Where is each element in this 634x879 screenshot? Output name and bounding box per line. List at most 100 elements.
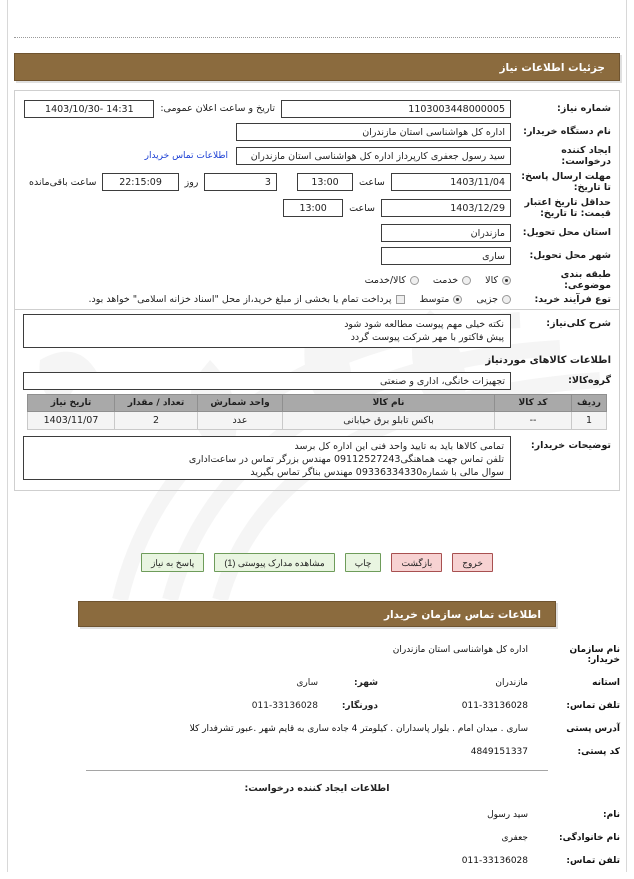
contact-city-label: شهر: <box>354 678 378 688</box>
row-goods-group: گروه‌کالا: تجهیزات خانگی، اداری و صنعتی <box>23 371 611 390</box>
buyer-org-value: اداره کل هواشناسی استان مازندران <box>236 122 511 141</box>
process-option-jozei[interactable]: جزیی <box>476 294 511 305</box>
announce-datetime-value: 14:31 -1403/10/30 <box>24 99 155 118</box>
contact-postal-code-label: کد پستی: <box>577 747 620 757</box>
category-option-kala-khedmat-label: کالا/خدمت <box>364 274 406 286</box>
contact-city-value: ساری <box>296 678 318 688</box>
category-option-kala-khedmat[interactable]: کالا/خدمت <box>365 275 419 286</box>
requester-info-title: اطلاعات ایجاد کننده درخواست: <box>244 783 390 794</box>
buyer-contact-header: اطلاعات تماس سازمان خریدار <box>78 601 556 627</box>
goods-col-unit: واحد شمارش <box>197 394 283 412</box>
contact-org-name-value: اداره کل هواشناسی استان مازندران <box>392 645 528 655</box>
contact-address-value: ساری . میدان امام . بلوار پاسداران . کیل… <box>189 724 528 734</box>
contact-row-phone-fax: تلفن تماس: 011-33136028 دورنگار: 011-331… <box>14 701 620 711</box>
goods-cell-unit: عدد <box>197 411 283 430</box>
goods-table-header-row: ردیف کد کالا نام کالا واحد شمارش تعداد /… <box>27 394 607 412</box>
buyer-contact-link[interactable]: اطلاعات تماس خریدار <box>144 151 228 161</box>
radio-icon-khedmat[interactable] <box>462 275 472 285</box>
process-option-jozei-label: جزیی <box>476 294 498 305</box>
requester-first-name-label: نام: <box>603 810 620 820</box>
back-button[interactable]: بازگشت <box>391 553 443 572</box>
goods-cell-quantity: 2 <box>114 411 198 430</box>
radio-icon-kala-khedmat[interactable] <box>409 275 419 285</box>
exit-button[interactable]: خروج <box>452 553 493 572</box>
print-button[interactable]: چاپ <box>344 553 382 572</box>
delivery-province-value: مازندران <box>381 223 511 242</box>
need-summary-line-2: پیش فاکتور با مهر شرکت پیوست گردد <box>350 332 504 343</box>
checkbox-icon-treasury-bond[interactable] <box>396 295 406 304</box>
goods-group-value: تجهیزات خانگی، اداری و صنعتی <box>23 371 511 390</box>
radio-icon-motavaset[interactable] <box>453 295 463 304</box>
treasury-bond-checkbox-group[interactable]: پرداخت تمام یا بخشی از مبلغ خرید،از محل … <box>89 294 406 305</box>
buyer-contact-section: نام سازمان خریدار: اداره کل هواشناسی است… <box>14 645 620 879</box>
page-dotted-divider <box>14 37 620 38</box>
goods-col-need-date: تاریخ نیاز <box>27 394 115 412</box>
requester-last-name-label: نام خانوادگی: <box>558 833 620 843</box>
goods-cell-code: -- <box>494 411 572 430</box>
need-number-label: شماره نیاز: <box>557 103 611 114</box>
category-option-kala-label: کالا <box>485 274 498 286</box>
respond-to-need-button[interactable]: پاسخ به نیاز <box>141 553 205 572</box>
creator-value: سید رسول جعفری کارپرداز اداره کل هواشناس… <box>236 147 511 165</box>
buyer-notes-line-2: تلفن تماس جهت هماهنگی09112527243 مهندس ب… <box>188 454 504 465</box>
delivery-city-label: شهر محل تحویل: <box>529 250 611 261</box>
category-option-kala[interactable]: کالا <box>485 275 511 286</box>
process-option-motavaset[interactable]: متوسط <box>419 294 463 305</box>
panel-divider-1 <box>15 309 619 310</box>
process-type-label: توع فرآیند خرید: <box>534 294 611 305</box>
need-summary-line-1: نکته خیلی مهم پیوست مطالعه شود شود <box>344 319 504 330</box>
contact-province-label: استانه <box>592 678 620 688</box>
buyer-notes-line-1: تمامی کالاها باید به تایید واحد فنی این … <box>294 441 504 452</box>
category-option-khedmat-label: خدمت <box>432 274 459 286</box>
radio-icon-jozei[interactable] <box>502 295 511 304</box>
goods-table: ردیف کد کالا نام کالا واحد شمارش تعداد /… <box>27 394 607 430</box>
remaining-days-label: روز <box>184 176 199 188</box>
action-button-bar: خروج بازگشت چاپ مشاهده مدارک پیوستی (1) … <box>14 553 620 572</box>
treasury-bond-label: پرداخت تمام یا بخشی از مبلغ خرید،از محل … <box>88 294 392 305</box>
contact-phone-value: 011-33136028 <box>461 701 528 711</box>
row-delivery-province: استان محل تحویل: مازندران <box>23 223 611 242</box>
validity-hour-label: ساعت <box>349 202 375 214</box>
process-option-motavaset-label: متوسط <box>419 294 450 305</box>
row-process-type: توع فرآیند خرید: جزیی متوسط پرداخت تمام … <box>23 294 612 305</box>
goods-col-quantity: تعداد / مقدار <box>114 394 198 412</box>
announce-datetime-label: تاریخ و ساعت اعلان عمومی: <box>160 103 275 114</box>
creator-label: ایجاد کننده درخواست: <box>561 145 611 167</box>
requester-phone-label: تلفن تماس: <box>566 856 620 866</box>
goods-col-code: کد کالا <box>494 394 572 412</box>
validity-date-value: 1403/12/29 <box>381 199 511 217</box>
delivery-province-label: استان محل تحویل: <box>522 227 611 238</box>
row-need-number: شماره نیاز: 1103003448000005 تاریخ و ساع… <box>23 99 611 118</box>
contact-phone-label: تلفن تماس: <box>566 701 620 711</box>
category-option-khedmat[interactable]: خدمت <box>432 274 472 286</box>
need-summary-label: شرح کلی‌نیاز: <box>546 318 611 329</box>
goods-cell-need-date: 1403/11/07 <box>27 411 115 430</box>
requester-first-name-value: سید رسول <box>487 810 528 820</box>
requester-phone-value: 011-33136028 <box>461 856 528 866</box>
goods-group-label: گروه‌کالا: <box>568 375 611 386</box>
deadline-hour-value: 13:00 <box>297 173 354 191</box>
row-need-summary: شرح کلی‌نیاز: نکته خیلی مهم پیوست مطالعه… <box>23 314 611 348</box>
contact-row-address: آدرس پستی ساری . میدان امام . بلوار پاسد… <box>14 724 620 734</box>
remaining-days-value: 3 <box>204 173 277 191</box>
contact-fax-value: 011-33136028 <box>251 701 318 711</box>
row-deadline: مهلت ارسال پاسخ: تا تاریخ: 1403/11/04 سا… <box>23 171 611 193</box>
validity-hour-value: 13:00 <box>283 199 344 217</box>
delivery-city-value: ساری <box>381 246 511 265</box>
page-rule-left <box>7 0 8 872</box>
need-summary-value: نکته خیلی مهم پیوست مطالعه شود شود پیش ف… <box>23 314 511 348</box>
goods-cell-index: 1 <box>571 411 607 430</box>
view-attachments-button[interactable]: مشاهده مدارک پیوستی (1) <box>214 553 335 572</box>
contact-postal-code-value: 4849151337 <box>470 747 528 757</box>
buyer-org-label: نام دستگاه خریدار: <box>523 126 611 137</box>
requester-row-phone: تلفن تماس: 011-33136028 <box>14 856 620 866</box>
row-buyer-org: نام دستگاه خریدار: اداره کل هواشناسی است… <box>23 122 611 141</box>
goods-info-title: اطلاعات کالاهای موردنیاز <box>485 355 611 366</box>
table-row: 1 -- باکس تابلو برق خیابانی عدد 2 1403/1… <box>27 411 607 430</box>
deadline-label: مهلت ارسال پاسخ: تا تاریخ: <box>521 171 611 193</box>
requester-row-last-name: نام خانوادگی: جعفری <box>14 833 620 843</box>
goods-col-name: نام کالا <box>282 394 495 412</box>
deadline-date-value: 1403/11/04 <box>390 173 511 191</box>
contact-org-name-label: نام سازمان خریدار: <box>569 645 620 665</box>
radio-icon-kala[interactable] <box>502 275 511 285</box>
